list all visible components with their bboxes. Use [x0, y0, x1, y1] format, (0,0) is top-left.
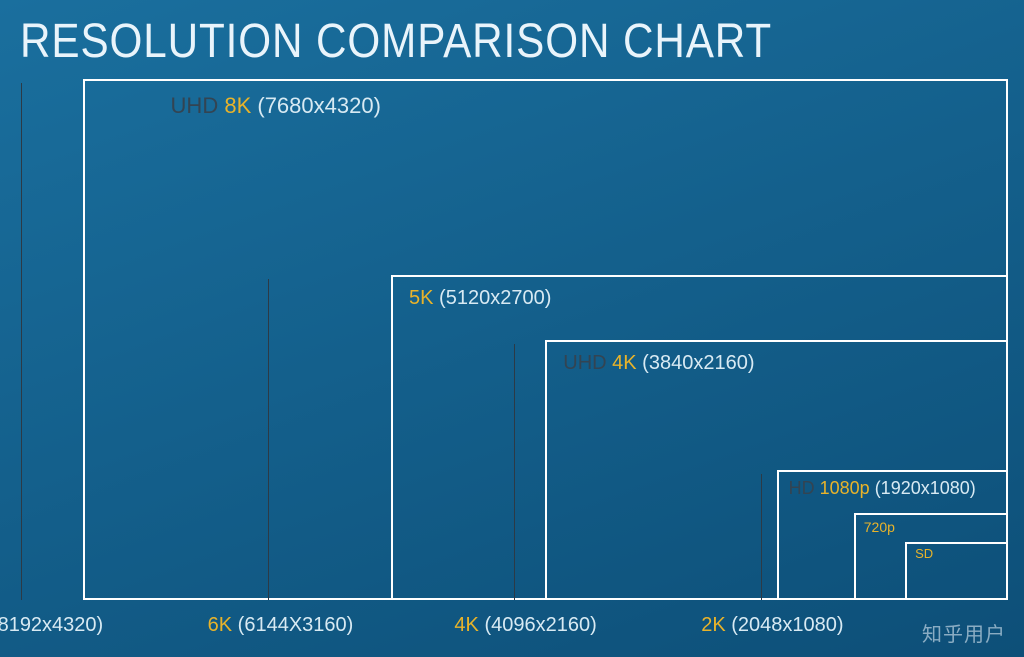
chart-title: RESOLUTION COMPARISON CHART: [20, 14, 772, 69]
bl-6k: 6K (6144X3160): [208, 614, 354, 637]
vline-2k: [761, 474, 762, 600]
bl-8k: 8K (8192x4320): [0, 614, 103, 637]
bl-4k: 4K (4096x2160): [454, 614, 596, 637]
bl-4k-highlight: 4K: [454, 614, 484, 636]
res-highlight-sd: SD: [915, 546, 933, 561]
res-label-720p: 720p: [864, 519, 895, 535]
res-prefix-8k: UHD: [171, 93, 225, 118]
res-dims-5k: (5120x2700): [434, 287, 552, 309]
res-dims-1080p: (1920x1080): [870, 478, 976, 498]
bl-6k-highlight: 6K: [208, 614, 238, 636]
res-label-sd: SD: [915, 546, 933, 561]
res-dims-uhd4k: (3840x2160): [637, 352, 755, 374]
bl-6k-dims: (6144X3160): [238, 614, 354, 636]
res-highlight-uhd4k: 4K: [612, 352, 636, 374]
vline-6k: [268, 279, 269, 600]
res-highlight-5k: 5K: [409, 287, 433, 309]
res-highlight-720p: 720p: [864, 519, 895, 535]
res-dims-8k: (7680x4320): [251, 93, 381, 118]
res-label-uhd4k: UHD 4K (3840x2160): [563, 352, 754, 375]
bl-2k-dims: (2048x1080): [731, 614, 843, 636]
vline-4k: [514, 344, 515, 600]
bl-2k-highlight: 2K: [701, 614, 731, 636]
res-label-8k: UHD 8K (7680x4320): [171, 93, 381, 119]
bl-2k: 2K (2048x1080): [701, 614, 843, 637]
bl-8k-dims: (8192x4320): [0, 614, 103, 636]
res-highlight-1080p: 1080p: [820, 478, 870, 498]
res-prefix-uhd4k: UHD: [563, 352, 612, 374]
res-prefix-1080p: HD: [789, 478, 820, 498]
res-label-5k: 5K (5120x2700): [409, 287, 551, 310]
vline-8k: [21, 83, 22, 600]
bl-4k-dims: (4096x2160): [484, 614, 596, 636]
res-highlight-8k: 8K: [224, 93, 251, 118]
res-label-1080p: HD 1080p (1920x1080): [789, 478, 976, 499]
